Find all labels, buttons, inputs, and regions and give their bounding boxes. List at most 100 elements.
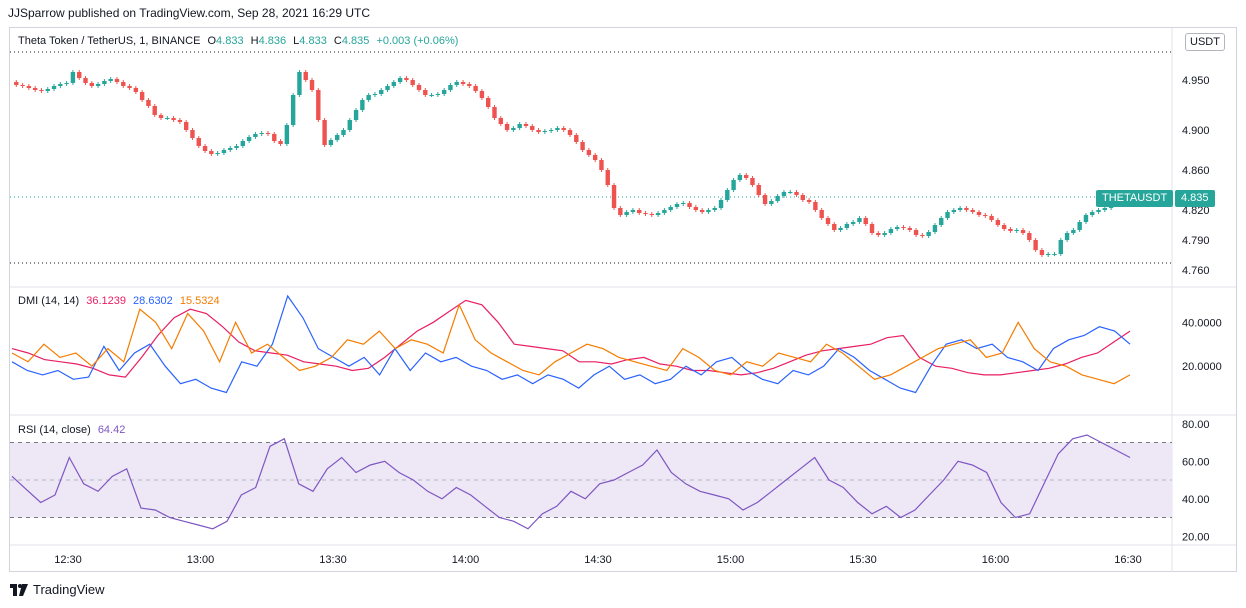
rsi-value: 64.42: [97, 424, 126, 436]
candle-body: [416, 85, 422, 90]
dmi-value-3: 15.5324: [179, 295, 220, 307]
candle-body: [838, 228, 843, 230]
footer-brand[interactable]: TradingView: [10, 582, 105, 597]
candle-body: [555, 128, 560, 130]
candle-body: [454, 82, 459, 85]
candle-body: [385, 86, 390, 90]
dmi-value-1: 36.1239: [86, 295, 126, 307]
rsi-band: [10, 442, 1172, 518]
candle-body: [246, 137, 252, 141]
open-label: O: [207, 35, 217, 47]
time-tick-label: 14:00: [452, 554, 480, 566]
dmi-legend: DMI (14, 14) 36.1239 28.6302 15.5324: [18, 295, 224, 307]
candle-body: [800, 195, 806, 200]
candle-body: [668, 207, 673, 210]
candle-body: [114, 79, 120, 82]
candle-body: [460, 82, 466, 84]
candle-body: [39, 90, 44, 91]
candle-body: [404, 78, 409, 80]
candle-body: [624, 212, 629, 215]
candle-body: [209, 151, 214, 154]
rsi-axis[interactable]: 80.00 60.00 40.00 20.00: [1182, 419, 1210, 544]
candle-body: [932, 225, 938, 232]
candle-body: [202, 146, 208, 151]
candle-body: [920, 235, 925, 236]
tradingview-logo-icon: [10, 583, 28, 596]
dmi-tick-label: 40.0000: [1182, 317, 1222, 329]
candle-body: [1052, 254, 1057, 255]
candle-body: [580, 142, 585, 150]
candle-body: [926, 232, 931, 236]
rsi-tick-label: 80.00: [1182, 419, 1210, 431]
currency-badge[interactable]: USDT: [1185, 33, 1225, 51]
rsi-tick-label: 20.00: [1182, 531, 1210, 543]
candle-body: [605, 170, 610, 185]
candle-body: [139, 92, 145, 100]
candle-body: [1046, 254, 1051, 255]
candle-body: [586, 150, 592, 155]
candle-body: [806, 200, 812, 202]
candle-body: [813, 202, 818, 210]
candle-body: [253, 134, 258, 137]
price-axis[interactable]: 4.950 4.900 4.860 4.820 4.790 4.760: [1182, 75, 1210, 277]
pane-separators: [10, 28, 1236, 572]
dmi-series: [11, 294, 1131, 394]
candle-body: [473, 86, 478, 91]
candle-body: [876, 233, 881, 235]
candle-body: [1033, 240, 1038, 250]
candle-body: [284, 125, 290, 144]
candle-body: [492, 107, 497, 118]
candle-body: [788, 192, 793, 193]
candle-body: [530, 126, 535, 130]
candle-body: [171, 118, 176, 120]
candle-body: [297, 72, 302, 95]
candle-body: [687, 203, 692, 207]
candle-body: [190, 130, 195, 138]
dmi-name[interactable]: DMI (14, 14): [18, 295, 80, 307]
candle-body: [762, 195, 768, 204]
candle-body: [486, 98, 491, 107]
time-axis[interactable]: 12:30 13:00 13:30 14:00 14:30 15:00 15:30 16:00…: [54, 554, 1142, 566]
candle-body: [1077, 222, 1082, 230]
candle-body: [58, 84, 63, 86]
candle-body: [1064, 233, 1070, 240]
time-tick-label: 15:00: [717, 554, 745, 566]
rsi-line: [11, 434, 1131, 530]
candle-body: [278, 141, 283, 144]
candle-body: [712, 208, 717, 210]
candle-body: [146, 100, 151, 106]
candle-body: [152, 106, 157, 115]
candle-body: [523, 124, 529, 126]
open-value: 4.833: [216, 35, 244, 47]
candle-body: [517, 124, 522, 128]
last-price-tag: 4.835: [1175, 190, 1215, 207]
rsi-name[interactable]: RSI (14, close): [18, 424, 91, 436]
candle-body: [1039, 250, 1045, 255]
ohlc-values: O4.833 H4.836 L4.833 C4.835 +0.003 (+0.0…: [207, 35, 462, 47]
candle-body: [574, 135, 579, 142]
rsi-tick-label: 60.00: [1182, 456, 1210, 468]
chart-frame[interactable]: [9, 27, 1237, 572]
candle-body: [643, 213, 648, 214]
candle-body: [743, 175, 749, 178]
candle-body: [228, 148, 233, 150]
candle-body: [542, 131, 548, 132]
candle-body: [1014, 230, 1019, 231]
symbol-price-tag: THETAUSDT: [1096, 190, 1174, 207]
candle-body: [718, 200, 724, 208]
candle-body: [850, 222, 856, 224]
price-legend: Theta Token / TetherUS, 1, BINANCE O4.83…: [18, 35, 466, 47]
candle-body: [26, 86, 32, 88]
candle-body: [630, 210, 636, 212]
candle-body: [995, 220, 1001, 225]
candle-body: [341, 130, 346, 135]
candle-body: [379, 90, 384, 94]
dmi-axis[interactable]: 40.0000 20.0000: [1182, 317, 1222, 373]
candle-body: [561, 128, 566, 130]
candle-body: [316, 90, 321, 120]
candle-body: [957, 208, 963, 210]
symbol-name[interactable]: Theta Token / TetherUS, 1, BINANCE: [18, 35, 201, 47]
candle-body: [618, 208, 623, 215]
candle-body: [1102, 208, 1108, 210]
